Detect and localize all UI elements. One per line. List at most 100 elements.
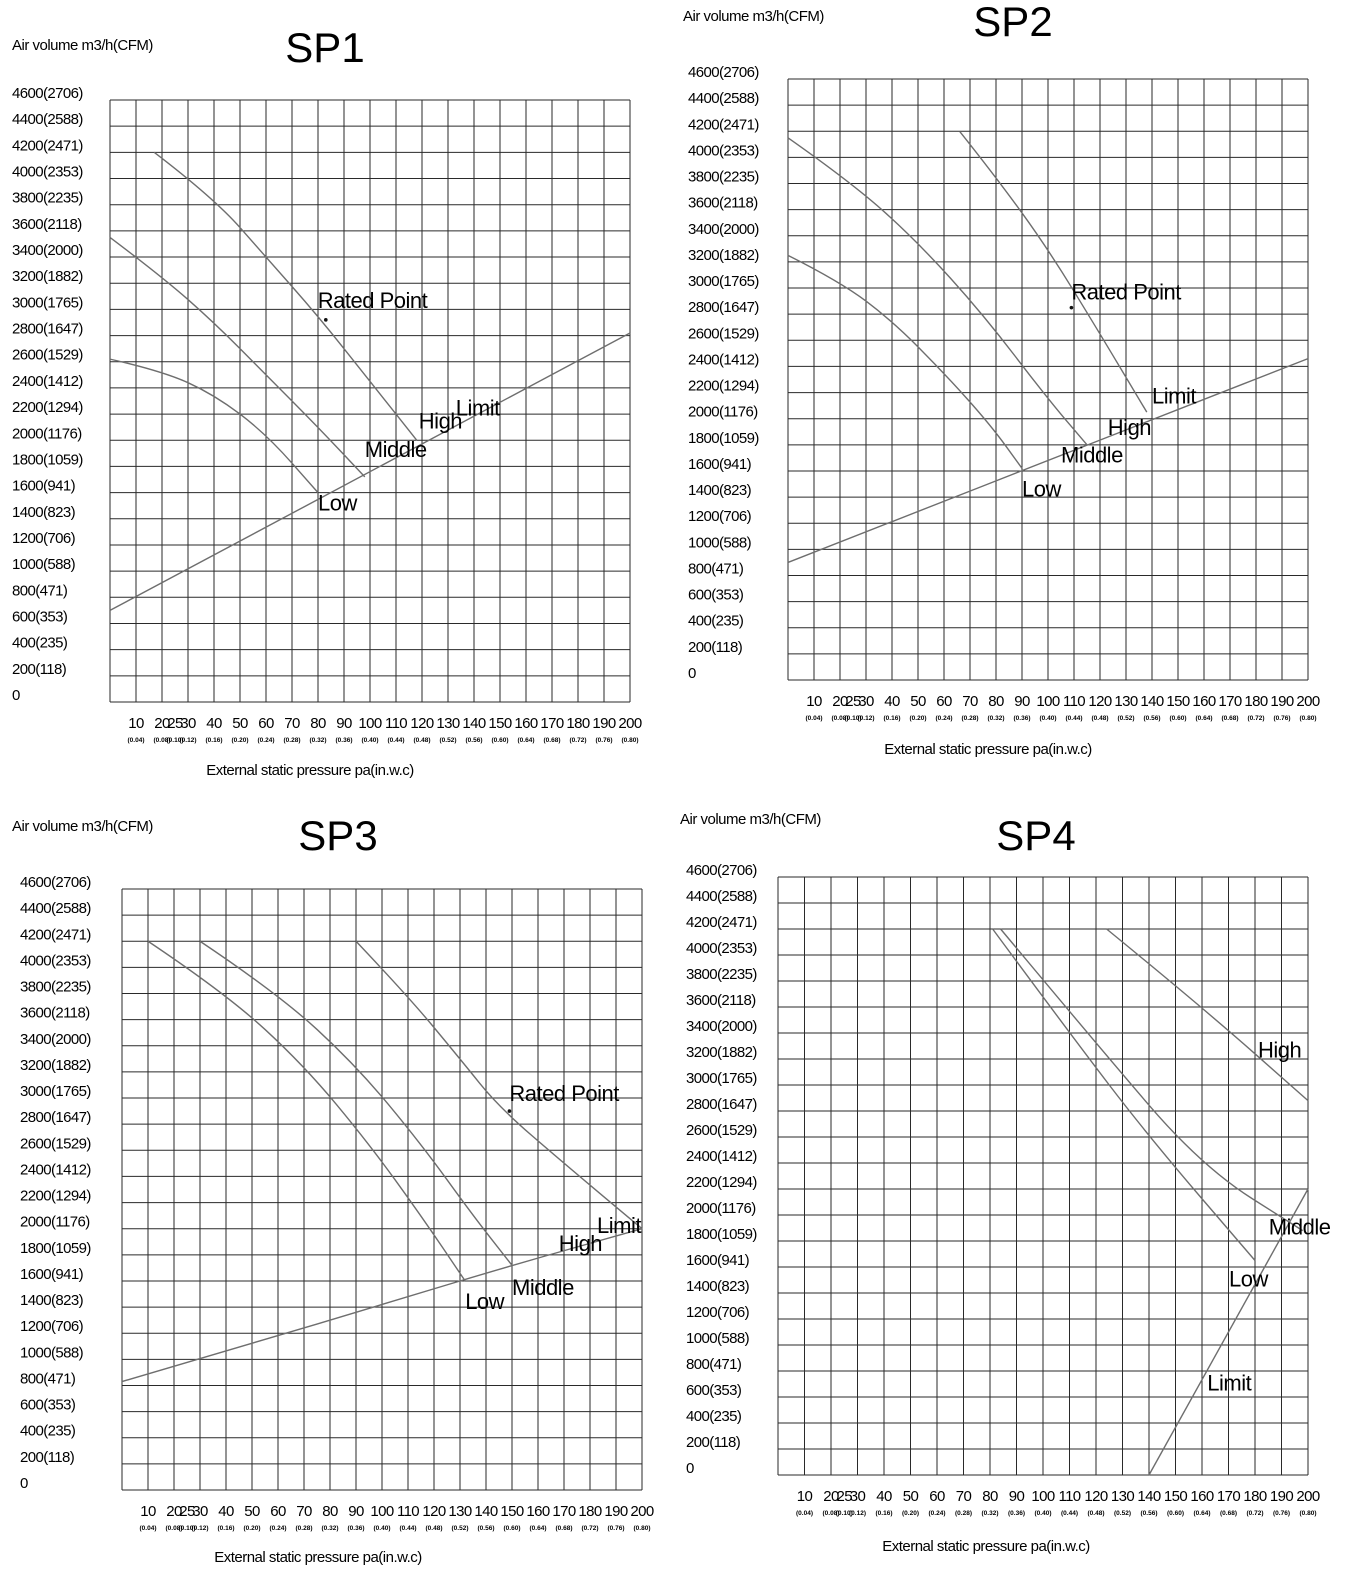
y-tick-label: 2000(1176) — [686, 1200, 756, 1217]
y-tick-label: 3400(2000) — [12, 242, 83, 259]
x-sub-tick-label: (0.08) — [166, 1525, 183, 1532]
x-sub-tick-label: (0.16) — [884, 715, 901, 722]
y-tick-label: 800(471) — [688, 560, 744, 577]
y-tick-label: 1000(588) — [20, 1344, 84, 1361]
x-tick-label: 10 — [128, 715, 144, 732]
y-tick-label: 1000(588) — [12, 556, 76, 573]
y-tick-label: 3600(2118) — [688, 195, 758, 212]
x-sub-tick-label: (0.04) — [796, 1510, 813, 1517]
x-sub-tick-label: (0.10) — [836, 1510, 853, 1517]
series-high-line — [355, 940, 643, 1230]
chart-title: SP1 — [285, 24, 364, 71]
x-tick-label: 25 — [179, 1503, 195, 1520]
annotation-middle: Middle — [1269, 1215, 1331, 1240]
x-sub-tick-label: (0.48) — [1092, 715, 1109, 722]
y-tick-label: 3200(1882) — [688, 247, 759, 264]
y-tick-label: 1600(941) — [686, 1252, 750, 1269]
y-tick-label: 200(118) — [20, 1449, 75, 1466]
x-tick-label: 140 — [1137, 1488, 1160, 1505]
x-tick-label: 160 — [526, 1503, 549, 1520]
x-sub-tick-label: (0.80) — [1300, 715, 1317, 722]
x-tick-label: 50 — [244, 1503, 260, 1520]
y-tick-label: 3800(2235) — [20, 979, 91, 996]
x-sub-tick-label: (0.68) — [1222, 715, 1239, 722]
x-sub-tick-label: (0.68) — [556, 1525, 573, 1532]
x-sub-tick-label: (0.44) — [400, 1525, 417, 1532]
x-sub-tick-label: (0.32) — [982, 1510, 999, 1517]
grid — [777, 876, 1309, 1476]
y-tick-label: 4200(2471) — [12, 137, 83, 154]
y-tick-label: 0 — [12, 687, 20, 704]
y-tick-label: 4200(2471) — [688, 116, 759, 133]
y-tick-label: 4600(2706) — [12, 85, 83, 102]
x-sub-tick-label: (0.48) — [414, 737, 431, 744]
y-tick-label: 2200(1294) — [688, 378, 759, 395]
x-tick-label: 150 — [500, 1503, 523, 1520]
y-tick-label: 200(118) — [686, 1434, 741, 1451]
x-tick-label: 170 — [1218, 693, 1241, 710]
x-sub-tick-label: (0.56) — [1141, 1510, 1158, 1517]
series-low-line — [147, 940, 466, 1282]
x-sub-tick-label: (0.64) — [518, 737, 535, 744]
x-tick-label: 80 — [310, 715, 326, 732]
x-tick-label: 25 — [837, 1488, 853, 1505]
x-sub-tick-label: (0.68) — [1220, 1510, 1237, 1517]
y-tick-label: 2600(1529) — [688, 325, 759, 342]
x-sub-tick-label: (0.24) — [270, 1525, 287, 1532]
annotation-low: Low — [1022, 476, 1061, 501]
x-sub-tick-label: (0.56) — [1144, 715, 1161, 722]
x-tick-label: 140 — [1140, 693, 1163, 710]
y-tick-label: 1000(588) — [688, 534, 752, 551]
series-middle-line — [787, 137, 1088, 446]
chart-panel-sp4: SP4 Air volume m3/h(CFM) External static p… — [680, 811, 1331, 1555]
x-tick-label: 50 — [903, 1488, 919, 1505]
x-tick-label: 90 — [336, 715, 352, 732]
y-tick-label: 4200(2471) — [686, 914, 757, 931]
x-tick-label: 120 — [1088, 693, 1111, 710]
y-axis-title: Air volume m3/h(CFM) — [683, 8, 824, 25]
x-tick-label: 160 — [514, 715, 537, 732]
x-sub-tick-label: (0.40) — [1035, 1510, 1052, 1517]
x-sub-tick-label: (0.76) — [596, 737, 613, 744]
y-tick-label: 1600(941) — [20, 1266, 84, 1283]
x-tick-label: 30 — [192, 1503, 208, 1520]
y-tick-label: 400(235) — [688, 613, 744, 630]
y-tick-label: 0 — [688, 665, 696, 682]
y-tick-label: 1200(706) — [12, 530, 76, 547]
y-tick-label: 1400(823) — [12, 504, 76, 521]
x-sub-tick-label: (0.10) — [179, 1525, 196, 1532]
x-tick-label: 60 — [929, 1488, 945, 1505]
annotation-limit: Limit — [597, 1213, 641, 1238]
y-tick-label: 4000(2353) — [688, 142, 759, 159]
x-tick-label: 160 — [1190, 1488, 1213, 1505]
rated-point-marker — [324, 318, 328, 322]
annotation-rated-point: Rated Point — [1071, 280, 1181, 305]
x-tick-label: 90 — [1014, 693, 1030, 710]
x-sub-tick-label: (0.20) — [232, 737, 249, 744]
annotation-high: High — [559, 1231, 602, 1256]
x-axis-title: External static pressure pa(in.w.c) — [884, 741, 1092, 758]
x-sub-tick-label: (0.04) — [806, 715, 823, 722]
y-tick-label: 2800(1647) — [686, 1096, 757, 1113]
x-sub-tick-label: (0.20) — [902, 1510, 919, 1517]
x-tick-label: 190 — [604, 1503, 627, 1520]
x-tick-label: 190 — [1270, 693, 1293, 710]
x-sub-tick-label: (0.20) — [910, 715, 927, 722]
x-sub-tick-label: (0.52) — [1114, 1510, 1131, 1517]
y-tick-label: 3200(1882) — [12, 268, 83, 285]
x-sub-tick-label: (0.24) — [936, 715, 953, 722]
y-tick-label: 0 — [20, 1475, 28, 1492]
annotation-limit: Limit — [456, 395, 500, 420]
x-sub-tick-label: (0.60) — [492, 737, 509, 744]
y-tick-label: 600(353) — [12, 608, 68, 625]
y-tick-label: 4600(2706) — [20, 874, 91, 891]
x-sub-tick-label: (0.56) — [466, 737, 483, 744]
y-tick-label: 2600(1529) — [12, 347, 83, 364]
x-sub-tick-label: (0.76) — [1273, 1510, 1290, 1517]
x-tick-label: 120 — [422, 1503, 445, 1520]
y-tick-label: 1200(706) — [686, 1304, 750, 1321]
y-tick-label: 1400(823) — [686, 1278, 750, 1295]
x-tick-label: 130 — [1111, 1488, 1134, 1505]
x-sub-tick-label: (0.08) — [832, 715, 849, 722]
